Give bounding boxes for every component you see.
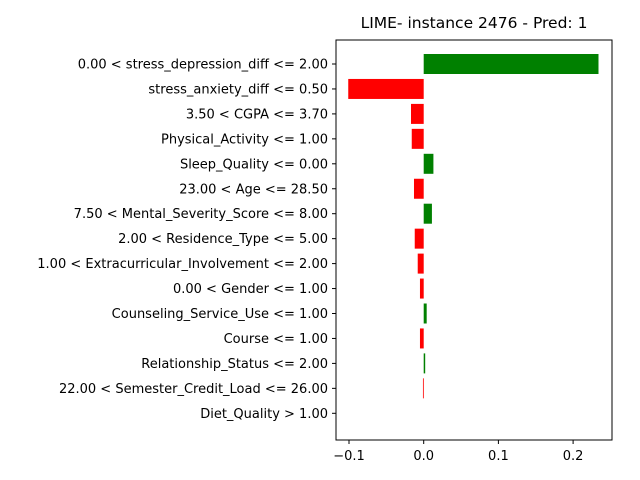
y-tick-label: stress_anxiety_diff <= 0.50 (148, 82, 328, 97)
chart-title: LIME- instance 2476 - Pred: 1 (361, 14, 588, 32)
y-tick-label: 7.50 < Mental_Severity_Score <= 8.00 (74, 207, 328, 222)
bar-11 (419, 328, 424, 349)
bar-1 (348, 78, 424, 99)
bar-7 (414, 228, 424, 249)
y-tick-label: Course <= 1.00 (224, 332, 328, 347)
y-tick-label: 0.00 < stress_depression_diff <= 2.00 (78, 58, 328, 73)
y-tick-labels: 0.00 < stress_depression_diff <= 2.00 str… (37, 58, 336, 422)
y-tick-label: 23.00 < Age <= 28.50 (179, 182, 328, 197)
x-tick-label: 0.2 (563, 449, 584, 464)
bar-8 (417, 253, 424, 274)
bars-group (348, 54, 599, 399)
bar-3 (411, 128, 424, 149)
y-tick-label: 3.50 < CGPA <= 3.70 (186, 107, 328, 122)
bar-5 (413, 178, 424, 199)
y-tick-label: 22.00 < Semester_Credit_Load <= 26.00 (59, 382, 328, 397)
bar-9 (419, 278, 424, 299)
y-tick-label: 0.00 < Gender <= 1.00 (173, 282, 328, 297)
bar-2 (411, 103, 424, 124)
x-tick-label: 0.1 (488, 449, 509, 464)
y-tick-label: Counseling_Service_Use <= 1.00 (112, 307, 328, 322)
plot-frame (335, 39, 613, 441)
x-tick-label: 0.0 (413, 449, 434, 464)
y-tick-label: Relationship_Status <= 2.00 (141, 357, 328, 372)
bar-4 (423, 153, 434, 174)
y-tick-label: Diet_Quality > 1.00 (200, 407, 328, 422)
y-tick-label: 2.00 < Residence_Type <= 5.00 (118, 232, 328, 247)
bar-12 (423, 353, 426, 374)
y-tick-label: Physical_Activity <= 1.00 (161, 132, 328, 147)
bar-6 (423, 203, 432, 224)
y-tick-label: 1.00 < Extracurricular_Involvement <= 2.… (37, 257, 328, 272)
x-tick-label: −0.1 (333, 449, 365, 464)
x-axis: −0.1 0.0 0.1 0.2 (333, 440, 583, 464)
bar-0 (423, 54, 599, 74)
bar-13 (422, 378, 424, 399)
bar-10 (423, 303, 427, 324)
y-tick-label: Sleep_Quality <= 0.00 (180, 157, 328, 172)
